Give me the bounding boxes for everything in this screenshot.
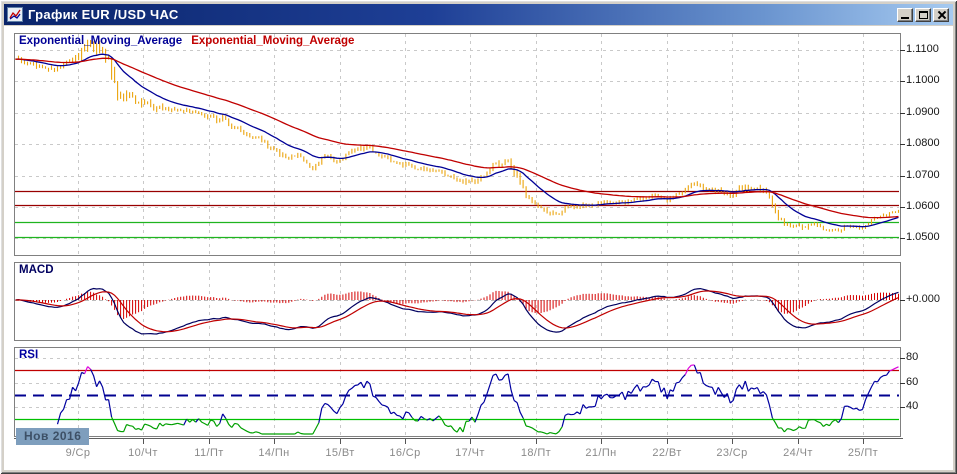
title-bar[interactable]: График EUR /USD ЧАС [4,4,953,25]
minimize-button[interactable] [897,7,913,22]
close-icon [937,10,946,19]
maximize-icon [918,10,928,19]
minimize-icon [901,16,909,19]
maximize-button[interactable] [915,7,931,22]
window-controls [895,7,949,22]
chart-app-icon [7,7,23,22]
close-button[interactable] [933,7,949,22]
window-title: График EUR /USD ЧАС [28,7,179,22]
